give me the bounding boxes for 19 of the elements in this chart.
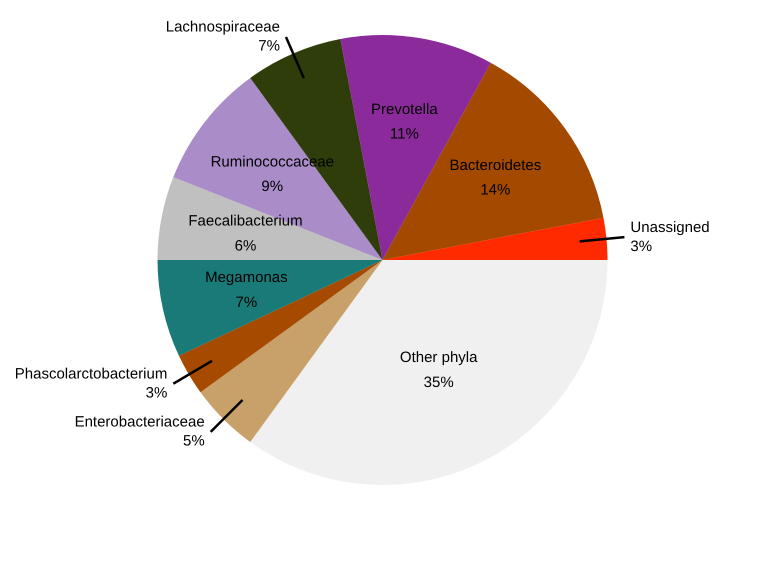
data-label: 3% (146, 384, 168, 402)
data-label: 6% (234, 237, 256, 254)
slice-label: Enterobacteriaceae (74, 413, 205, 430)
data-label: 35% (424, 374, 454, 391)
slice-label: Prevotella (370, 101, 438, 118)
data-label: 14% (480, 181, 510, 198)
data-label: 9% (261, 178, 284, 195)
data-label: 3% (630, 238, 652, 255)
slice-label: Lachnospiraceae (166, 18, 280, 36)
slice-label: Faecalibacterium (188, 212, 303, 230)
data-label: 7% (258, 38, 280, 55)
data-label: 11% (390, 126, 419, 143)
data-label: 7% (236, 294, 258, 311)
slice-label: Bacteroidetes (449, 156, 542, 174)
slice-label: Unassigned (630, 218, 710, 236)
slice-label: Other phyla (400, 349, 478, 366)
slice-label: Phascolarctobacterium (14, 365, 168, 382)
data-label: 5% (182, 432, 205, 450)
slice-label: Megamonas (205, 269, 288, 286)
